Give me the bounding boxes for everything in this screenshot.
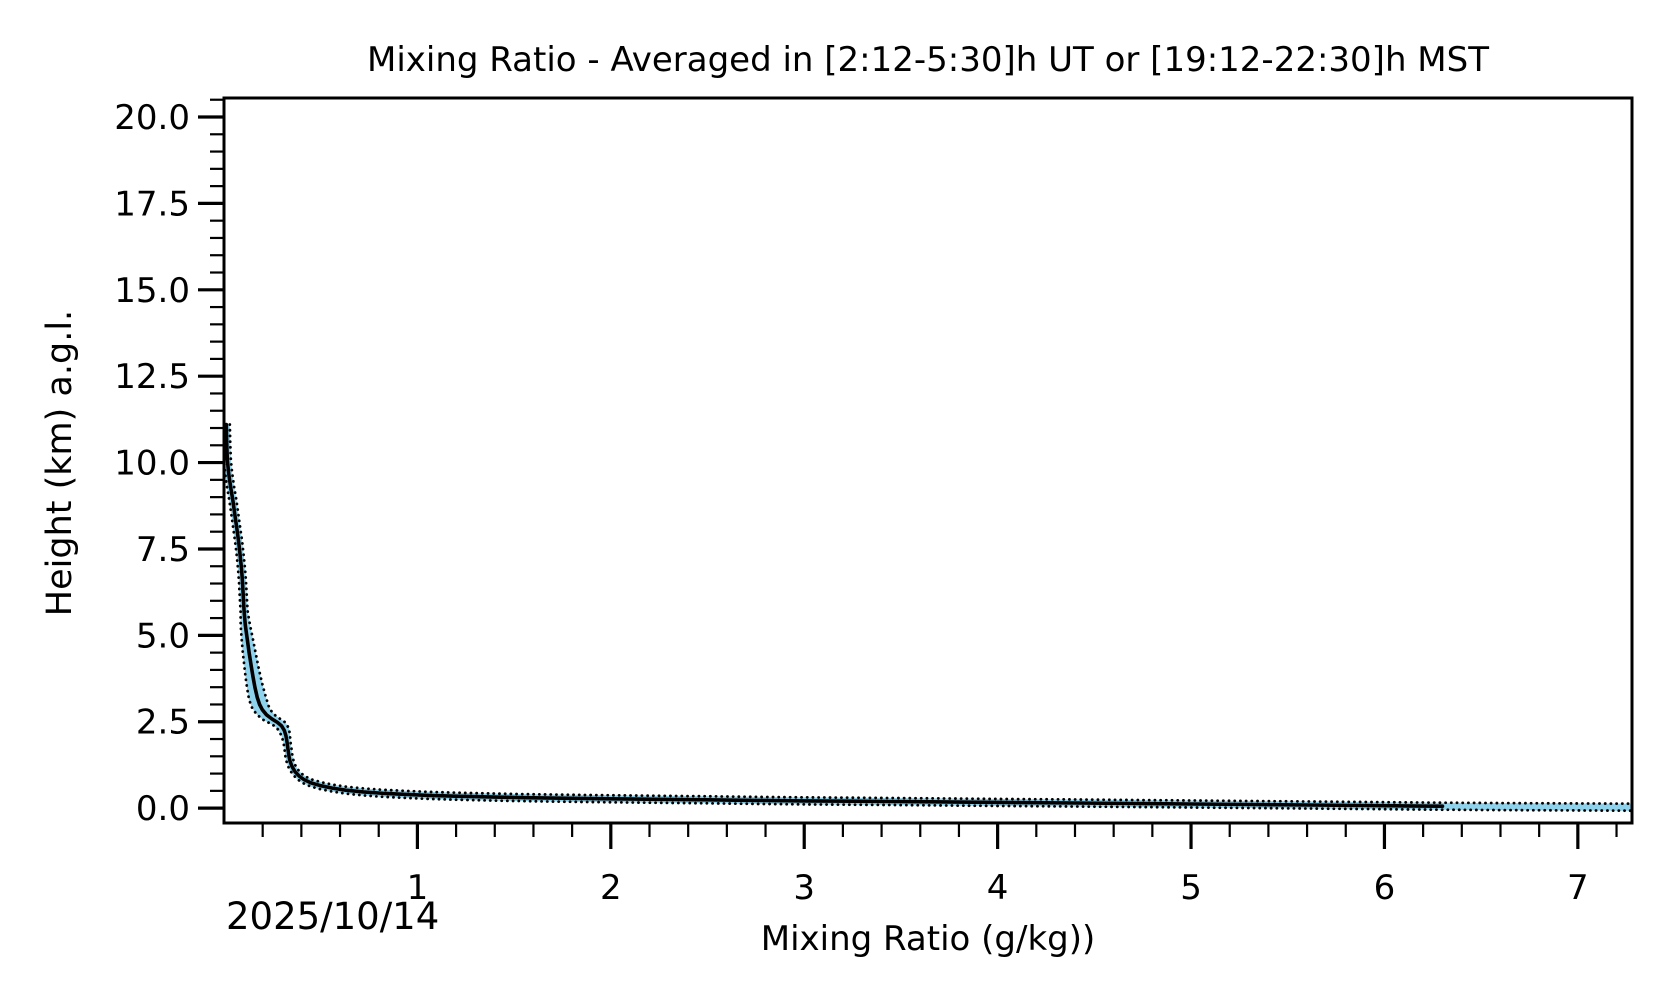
x-tick-label: 3 [793,868,815,908]
uncertainty-band-fill [224,424,1632,811]
chart-title: Mixing Ratio - Averaged in [2:12-5:30]h … [367,40,1489,80]
y-axis-label: Height (km) a.g.l. [40,309,80,617]
y-tick-label: 2.5 [136,703,190,743]
x-axis-label: Mixing Ratio (g/kg)) [760,919,1096,959]
y-tick-label: 12.5 [114,357,190,397]
y-tick-label: 15.0 [114,271,190,311]
x-tick-label: 1 [407,868,429,908]
x-tick-label: 4 [987,868,1009,908]
x-tick-label: 7 [1567,868,1589,908]
uncertainty-band-upper-edge [224,423,1632,813]
axes-spines [222,96,1634,825]
x-tick-label: 6 [1374,868,1396,908]
x-tick-label: 2 [600,868,622,908]
y-tick-label: 10.0 [114,444,190,484]
mean-profile-line [224,422,1445,809]
y-tick-label: 20.0 [114,98,190,138]
y-tick-label: 17.5 [114,184,190,224]
date-label: 2025/10/14 [226,895,440,938]
y-tick-label: 5.0 [136,616,190,656]
uncertainty-band-lower-edge [228,423,1632,806]
y-tick-label: 7.5 [136,530,190,570]
y-tick-label: 0.0 [136,789,190,829]
x-tick-label: 5 [1180,868,1202,908]
